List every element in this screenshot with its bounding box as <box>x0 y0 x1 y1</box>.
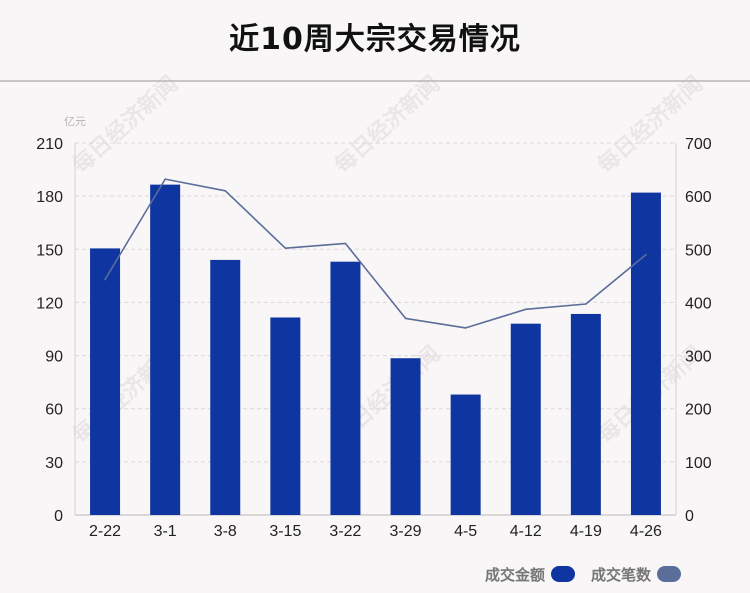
y-tick-210: 210 <box>36 136 63 153</box>
count-point-3-8 <box>224 190 227 192</box>
count-point-4-5 <box>464 327 467 329</box>
count-point-3-15 <box>284 247 287 250</box>
y2-tick-200: 200 <box>685 402 712 419</box>
count-point-4-19 <box>585 303 587 305</box>
x-tick-3-29: 3-29 <box>390 523 422 540</box>
legend-count-label: 成交笔数 <box>591 565 652 584</box>
bar-3-8 <box>210 259 241 515</box>
legend-count-swatch <box>657 566 682 582</box>
line-series <box>104 178 647 329</box>
y-tick-90: 90 <box>45 349 63 366</box>
y2-tick-700: 700 <box>685 136 712 153</box>
bar-4-5 <box>450 394 481 515</box>
y-tick-30: 30 <box>45 455 63 472</box>
count-line <box>104 178 647 329</box>
legend: 成交金额 成交笔数 <box>485 563 682 585</box>
title-divider <box>0 80 750 82</box>
count-point-4-26 <box>645 253 647 256</box>
legend-item-amount: 成交金额 <box>485 564 576 585</box>
y2-tick-600: 600 <box>685 189 712 206</box>
x-tick-2-22: 2-22 <box>89 523 121 540</box>
count-point-3-29 <box>404 317 407 320</box>
y-tick-180: 180 <box>36 189 63 206</box>
y2-tick-500: 500 <box>685 242 712 259</box>
bar-2-22 <box>90 248 121 515</box>
watermark-2: 每日经济新闻 <box>330 71 446 179</box>
bar-4-19 <box>570 313 601 515</box>
legend-amount-label: 成交金额 <box>485 565 546 584</box>
bar-4-26 <box>630 192 661 515</box>
y-axis-unit: 亿元 <box>64 115 86 128</box>
bar-3-15 <box>270 317 301 515</box>
x-tick-4-12: 4-12 <box>510 523 542 540</box>
bar-3-29 <box>390 358 421 515</box>
y-tick-60: 60 <box>45 402 63 419</box>
count-point-4-12 <box>524 308 527 311</box>
x-tick-3-22: 3-22 <box>329 523 361 540</box>
y2-tick-0: 0 <box>685 508 694 525</box>
x-tick-3-1: 3-1 <box>154 523 177 540</box>
bar-3-1 <box>150 184 181 515</box>
x-tick-4-26: 4-26 <box>630 523 662 540</box>
y-tick-120: 120 <box>36 295 63 312</box>
y2-tick-100: 100 <box>685 455 712 472</box>
watermark-3: 每日经济新闻 <box>593 71 709 179</box>
bar-3-22 <box>330 261 361 515</box>
x-tick-4-19: 4-19 <box>570 523 602 540</box>
y2-tick-300: 300 <box>685 349 712 366</box>
count-point-3-22 <box>344 242 347 245</box>
bar-series <box>90 184 661 515</box>
x-tick-4-5: 4-5 <box>454 523 477 540</box>
legend-item-count: 成交笔数 <box>591 564 682 585</box>
y-tick-150: 150 <box>36 242 63 259</box>
chart-title: 近10周大宗交易情况 <box>229 22 521 57</box>
bar-4-12 <box>510 323 541 515</box>
x-tick-3-8: 3-8 <box>214 523 237 540</box>
tick-labels: 亿元 0 30 60 90 120 150 180 210 0 100 200 300 400 500 600… <box>36 115 712 540</box>
legend-amount-swatch <box>551 566 576 582</box>
count-point-3-1 <box>164 178 166 180</box>
y-tick-0: 0 <box>54 508 63 525</box>
x-tick-3-15: 3-15 <box>269 523 301 540</box>
y2-tick-400: 400 <box>685 295 712 312</box>
count-point-2-22 <box>104 278 106 281</box>
